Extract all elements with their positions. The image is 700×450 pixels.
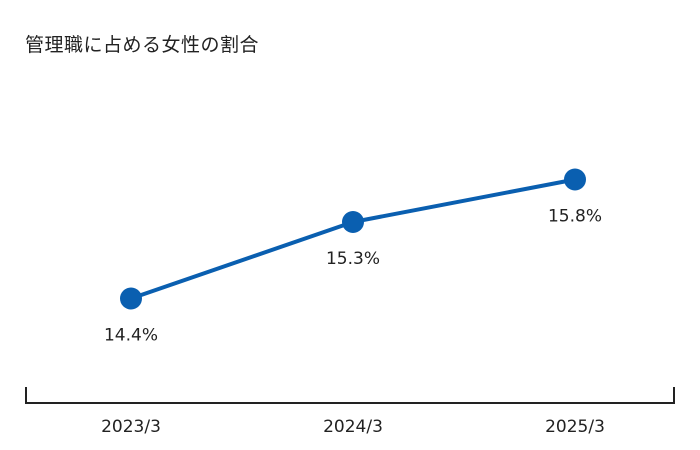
data-point — [564, 168, 586, 191]
series-group — [120, 168, 586, 310]
data-label: 15.3% — [326, 249, 380, 269]
series-line — [129, 177, 577, 301]
data-label: 15.8% — [548, 207, 602, 227]
x-tick-label: 2024/3 — [323, 417, 383, 437]
x-axis — [25, 387, 675, 404]
data-point — [120, 287, 142, 310]
chart-title: 管理職に占める女性の割合 — [25, 34, 260, 56]
data-point — [342, 211, 364, 233]
labels-group: 2023/3 2024/3 2025/3 14.4% 15.3% 15.8% — [101, 207, 605, 438]
x-tick-label: 2025/3 — [545, 417, 605, 437]
data-label: 14.4% — [104, 326, 158, 346]
x-tick-label: 2023/3 — [101, 417, 161, 437]
